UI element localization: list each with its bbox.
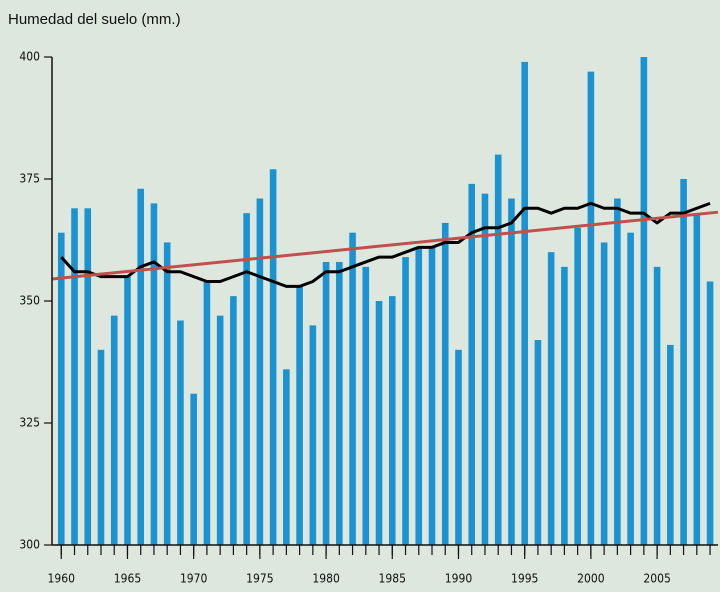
y-tick-label: 375: [19, 172, 40, 186]
bar: [57, 232, 65, 545]
bar: [680, 179, 687, 545]
bar: [84, 208, 92, 545]
bar: [693, 213, 701, 545]
bar: [71, 208, 78, 545]
bar: [256, 198, 264, 545]
bar: [137, 188, 145, 545]
bar: [640, 57, 648, 545]
bar: [455, 349, 462, 545]
x-tick-label: 1965: [114, 572, 141, 586]
bar: [614, 198, 621, 545]
bar: [415, 247, 423, 545]
bar: [653, 266, 661, 545]
bar: [468, 183, 476, 545]
x-tick-label: 1970: [180, 572, 208, 586]
bar: [706, 281, 714, 545]
bar: [216, 315, 224, 545]
bar: [296, 286, 303, 545]
bar: [441, 222, 449, 546]
y-tick-label: 350: [19, 294, 40, 308]
x-tick-label: 1995: [511, 572, 538, 586]
bar: [203, 281, 211, 545]
bar: [230, 296, 237, 545]
y-tick-label: 300: [19, 538, 40, 552]
bar: [388, 296, 396, 545]
bar: [402, 257, 409, 545]
x-tick-label: 1990: [445, 572, 473, 586]
bar: [150, 203, 158, 545]
bar: [547, 252, 555, 545]
bar: [521, 61, 528, 545]
bar: [283, 369, 290, 545]
bar: [428, 247, 436, 545]
bar: [336, 261, 343, 545]
x-tick-label: 1975: [246, 572, 273, 586]
bar: [561, 266, 568, 545]
bar: [600, 242, 608, 545]
y-tick-label: 325: [19, 416, 40, 430]
bar: [362, 266, 370, 545]
bar: [534, 340, 542, 545]
bar: [667, 344, 674, 545]
bar: [494, 154, 502, 545]
bar: [177, 320, 184, 545]
bar: [190, 393, 197, 545]
x-tick-label: 1985: [379, 572, 406, 586]
bar: [97, 349, 105, 545]
x-tick-label: 1960: [48, 572, 76, 586]
bar: [163, 242, 171, 545]
bar: [124, 276, 131, 545]
x-tick-label: 2005: [643, 572, 670, 586]
bar: [574, 227, 581, 546]
bar: [349, 232, 356, 545]
bar: [481, 193, 489, 545]
bar: [322, 261, 330, 545]
bar: [110, 315, 118, 545]
x-tick-label: 2000: [577, 572, 605, 586]
y-tick-label: 400: [19, 50, 40, 64]
x-tick-label: 1980: [312, 572, 340, 586]
line: [51, 210, 719, 281]
line: [60, 201, 711, 288]
bar: [269, 169, 277, 546]
chart-title: Humedad del suelo (mm.): [8, 11, 181, 28]
bar: [587, 71, 595, 545]
bar: [309, 325, 317, 545]
bar: [243, 213, 250, 545]
bar: [627, 232, 634, 545]
bar: [375, 301, 383, 545]
bar: [508, 198, 515, 545]
